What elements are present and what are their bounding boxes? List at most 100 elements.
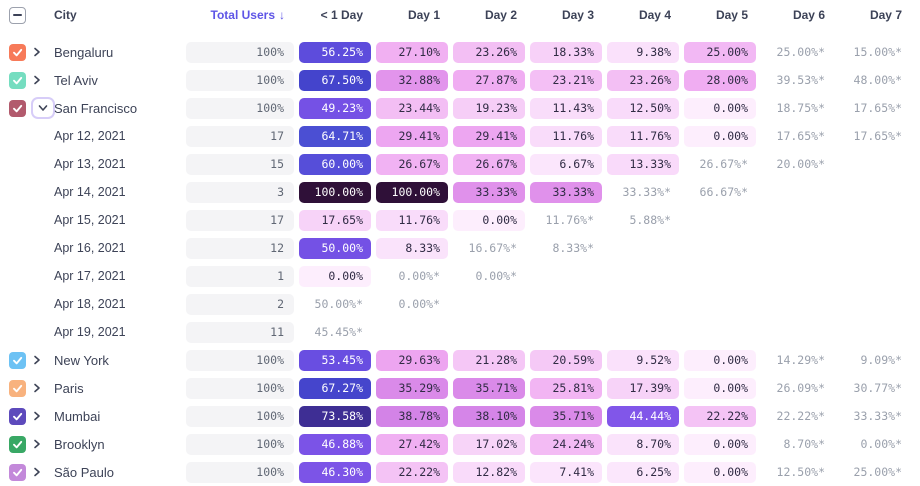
retention-cell[interactable]: 6.25% xyxy=(607,461,679,483)
retention-cell[interactable]: 23.21% xyxy=(530,69,602,91)
total-users-cell: 100% xyxy=(186,405,294,427)
row-checkbox[interactable] xyxy=(9,407,26,425)
retention-cell[interactable]: 67.27% xyxy=(299,377,371,399)
retention-cell[interactable]: 27.42% xyxy=(376,433,448,455)
chevron-right-icon[interactable] xyxy=(33,411,41,421)
retention-cell[interactable]: 100.00% xyxy=(376,181,448,203)
retention-cell[interactable]: 17.39% xyxy=(607,377,679,399)
retention-cell-incomplete: 26.67%* xyxy=(699,156,748,171)
retention-cell[interactable]: 0.00% xyxy=(684,125,756,147)
retention-cell[interactable]: 23.26% xyxy=(453,41,525,63)
retention-cell[interactable]: 56.25% xyxy=(299,41,371,63)
retention-cell[interactable]: 18.33% xyxy=(530,41,602,63)
column-header-total-users[interactable]: Total Users ↓ xyxy=(186,8,294,22)
retention-cell[interactable]: 11.76% xyxy=(607,125,679,147)
chevron-right-icon[interactable] xyxy=(33,467,41,477)
retention-cell[interactable]: 32.88% xyxy=(376,69,448,91)
retention-cell[interactable]: 25.81% xyxy=(530,377,602,399)
total-users-cell: 1 xyxy=(186,265,294,287)
row-checkbox[interactable] xyxy=(9,379,26,397)
retention-cell[interactable]: 27.10% xyxy=(376,41,448,63)
retention-cell[interactable]: 8.33% xyxy=(376,237,448,259)
retention-cell[interactable]: 7.41% xyxy=(530,461,602,483)
retention-cell[interactable]: 64.71% xyxy=(299,125,371,147)
row-checkbox[interactable] xyxy=(9,99,26,117)
retention-cell[interactable]: 28.00% xyxy=(684,69,756,91)
retention-cell[interactable]: 11.76% xyxy=(376,209,448,231)
chevron-right-icon[interactable] xyxy=(33,383,41,393)
retention-cell[interactable]: 12.50% xyxy=(607,97,679,119)
retention-cell[interactable]: 22.22% xyxy=(376,461,448,483)
retention-cell[interactable]: 29.41% xyxy=(376,125,448,147)
retention-cell[interactable]: 17.02% xyxy=(453,433,525,455)
retention-cell[interactable]: 23.26% xyxy=(607,69,679,91)
collapse-row-button[interactable] xyxy=(31,97,55,119)
chevron-right-icon[interactable] xyxy=(33,355,41,365)
total-users-cell: 100% xyxy=(186,97,294,119)
retention-cell[interactable]: 29.63% xyxy=(376,349,448,371)
retention-cell[interactable]: 26.67% xyxy=(376,153,448,175)
select-all-checkbox[interactable] xyxy=(9,6,26,24)
retention-cell[interactable]: 73.58% xyxy=(299,405,371,427)
retention-cell[interactable]: 26.67% xyxy=(453,153,525,175)
retention-cell[interactable]: 35.29% xyxy=(376,377,448,399)
retention-cell[interactable]: 20.59% xyxy=(530,349,602,371)
retention-cell[interactable]: 8.70% xyxy=(607,433,679,455)
row-checkbox[interactable] xyxy=(9,435,26,453)
retention-cell[interactable]: 0.00% xyxy=(684,433,756,455)
retention-cell[interactable]: 33.33% xyxy=(453,181,525,203)
retention-cell[interactable]: 11.43% xyxy=(530,97,602,119)
retention-cell[interactable]: 33.33% xyxy=(530,181,602,203)
retention-cell[interactable]: 6.67% xyxy=(530,153,602,175)
retention-cell[interactable]: 19.23% xyxy=(453,97,525,119)
chevron-right-icon[interactable] xyxy=(33,47,41,57)
cohort-date-label: Apr 12, 2021 xyxy=(54,129,126,143)
retention-cell[interactable]: 35.71% xyxy=(453,377,525,399)
retention-cell-incomplete: 39.53%* xyxy=(776,72,825,87)
retention-cell[interactable]: 100.00% xyxy=(299,181,371,203)
retention-cell[interactable]: 12.82% xyxy=(453,461,525,483)
retention-cell[interactable]: 0.00% xyxy=(299,265,371,287)
column-header-day: Day 4 xyxy=(638,8,671,22)
cohort-date-label: Apr 17, 2021 xyxy=(54,269,126,283)
retention-cell[interactable]: 25.00% xyxy=(684,41,756,63)
row-checkbox[interactable] xyxy=(9,43,26,61)
retention-cell[interactable]: 50.00% xyxy=(299,237,371,259)
retention-cell[interactable]: 23.44% xyxy=(376,97,448,119)
chevron-right-icon[interactable] xyxy=(33,75,41,85)
retention-cell[interactable]: 35.71% xyxy=(530,405,602,427)
row-checkbox[interactable] xyxy=(9,71,26,89)
retention-cell[interactable]: 0.00% xyxy=(684,97,756,119)
retention-cell[interactable]: 29.41% xyxy=(453,125,525,147)
chevron-right-icon[interactable] xyxy=(33,439,41,449)
retention-cell[interactable]: 46.88% xyxy=(299,433,371,455)
retention-cell[interactable]: 0.00% xyxy=(453,209,525,231)
retention-cell[interactable]: 22.22% xyxy=(684,405,756,427)
retention-cell[interactable]: 38.10% xyxy=(453,405,525,427)
row-checkbox[interactable] xyxy=(9,351,26,369)
row-checkbox[interactable] xyxy=(9,463,26,481)
retention-cell[interactable]: 0.00% xyxy=(684,349,756,371)
retention-cell-incomplete: 0.00%* xyxy=(860,436,902,451)
retention-cell[interactable]: 21.28% xyxy=(453,349,525,371)
retention-cell[interactable]: 53.45% xyxy=(299,349,371,371)
retention-cell[interactable]: 0.00% xyxy=(684,377,756,399)
retention-cell[interactable]: 24.24% xyxy=(530,433,602,455)
retention-cell[interactable]: 0.00% xyxy=(684,461,756,483)
retention-cell[interactable]: 60.00% xyxy=(299,153,371,175)
retention-cell-incomplete: 45.45%* xyxy=(314,324,363,339)
retention-cell[interactable]: 13.33% xyxy=(607,153,679,175)
retention-cell[interactable]: 11.76% xyxy=(530,125,602,147)
retention-cell[interactable]: 38.78% xyxy=(376,405,448,427)
retention-cell[interactable]: 49.23% xyxy=(299,97,371,119)
total-users-cell: 100% xyxy=(186,433,294,455)
cohort-date-label: Apr 16, 2021 xyxy=(54,241,126,255)
retention-cell[interactable]: 46.30% xyxy=(299,461,371,483)
retention-cell[interactable]: 9.38% xyxy=(607,41,679,63)
retention-cell[interactable]: 44.44% xyxy=(607,405,679,427)
retention-cell[interactable]: 27.87% xyxy=(453,69,525,91)
retention-cell[interactable]: 17.65% xyxy=(299,209,371,231)
retention-cell[interactable]: 9.52% xyxy=(607,349,679,371)
retention-cell[interactable]: 67.50% xyxy=(299,69,371,91)
